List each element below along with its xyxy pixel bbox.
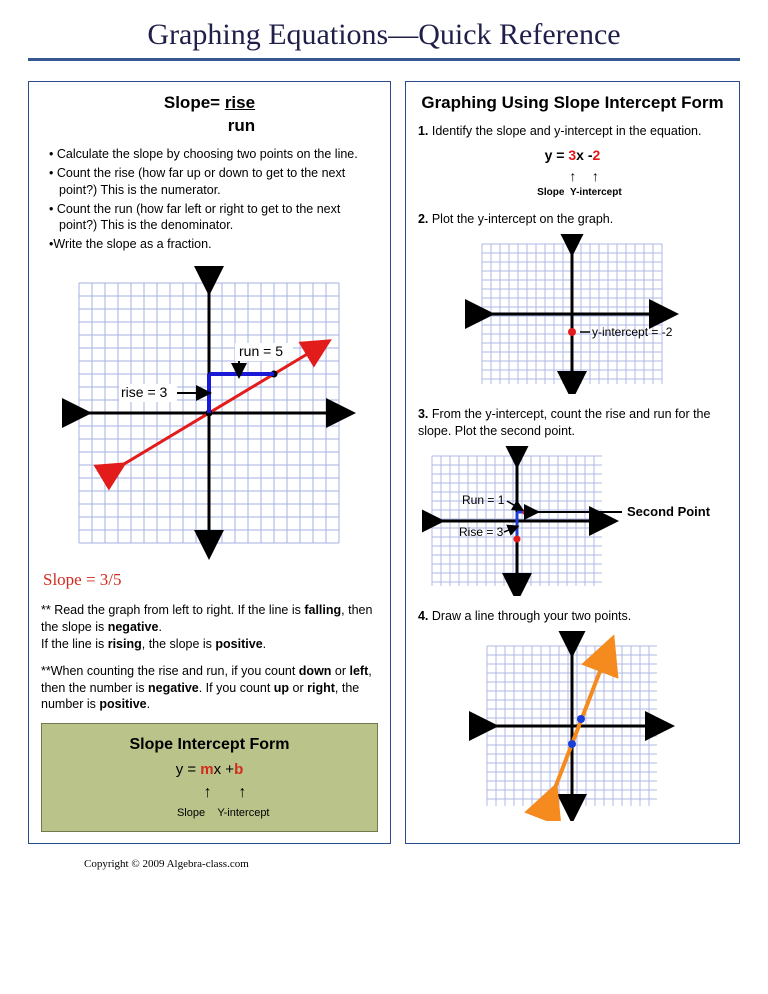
graph-y-intercept: y-intercept = -2 xyxy=(462,234,682,394)
copyright: Copyright © 2009 Algebra-class.com xyxy=(84,858,740,870)
slope-bullets: • Calculate the slope by choosing two po… xyxy=(45,146,378,253)
graph-final-line xyxy=(462,631,682,821)
bullet-2: • Count the rise (how far up or down to … xyxy=(45,165,378,199)
step-2: Plot the y-intercept on the graph. y-int… xyxy=(418,211,727,394)
equation-demo: y = 3x -2 xyxy=(418,146,727,165)
rise-label-sm: Rise = 3 xyxy=(459,525,504,539)
run-label: run = 5 xyxy=(239,343,283,359)
step-4: Draw a line through your two points. xyxy=(418,608,727,821)
right-heading: Graphing Using Slope Intercept Form xyxy=(418,92,727,115)
slope-panel: Slope= rise run • Calculate the slope by… xyxy=(28,81,391,844)
equation-arrows: ↑ ↑ xyxy=(418,167,727,186)
bullet-4: •Write the slope as a fraction. xyxy=(45,236,378,253)
y-intercept-label: y-intercept = -2 xyxy=(592,325,673,339)
bullet-3: • Count the run (how far left or right t… xyxy=(45,201,378,235)
green-box-arrows: ↑ ↑ xyxy=(52,782,367,804)
slope-heading-run: run xyxy=(228,115,255,138)
graph-second-point: Run = 1 Rise = 3 Second Point xyxy=(422,446,722,596)
rise-label: rise = 3 xyxy=(121,384,168,400)
slope-notes: ** Read the graph from left to right. If… xyxy=(41,602,378,713)
title-rule xyxy=(28,58,740,61)
steps-list: Identify the slope and y-intercept in th… xyxy=(418,123,727,821)
columns: Slope= rise run • Calculate the slope by… xyxy=(28,81,740,844)
slope-graph: rise = 3 run = 5 xyxy=(59,263,359,563)
slope-heading: Slope= rise run xyxy=(41,92,378,138)
bullet-1: • Calculate the slope by choosing two po… xyxy=(45,146,378,163)
slope-heading-prefix: Slope= xyxy=(164,93,225,112)
slope-result: Slope = 3/5 xyxy=(43,569,378,592)
slope-intercept-box: Slope Intercept Form y = mx +b ↑ ↑ Slope… xyxy=(41,723,378,831)
green-box-title: Slope Intercept Form xyxy=(52,734,367,756)
step-1: Identify the slope and y-intercept in th… xyxy=(418,123,727,199)
second-point-label: Second Point xyxy=(627,504,711,519)
run-label-sm: Run = 1 xyxy=(462,493,505,507)
step-3: From the y-intercept, count the rise and… xyxy=(418,406,727,596)
slope-heading-rise: rise xyxy=(225,93,255,112)
green-box-labels: Slope Y-intercept xyxy=(52,806,367,821)
green-box-equation: y = mx +b xyxy=(52,760,367,780)
slope-intercept-panel: Graphing Using Slope Intercept Form Iden… xyxy=(405,81,740,844)
page-title: Graphing Equations—Quick Reference xyxy=(28,18,740,52)
equation-labels: Slope Y-intercept xyxy=(418,186,727,200)
